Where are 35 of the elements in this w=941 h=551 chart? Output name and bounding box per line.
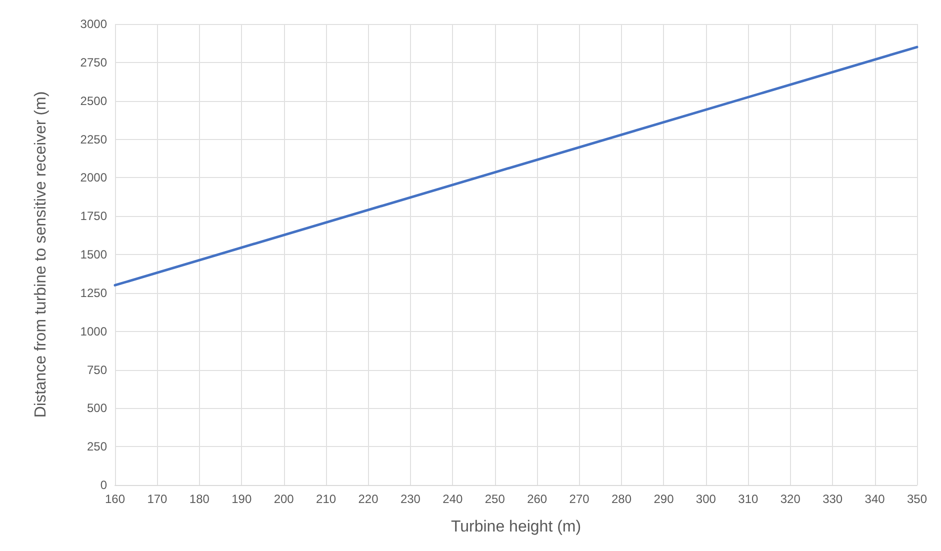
- x-tick-label: 250: [484, 492, 506, 506]
- y-tick-label: 2500: [80, 94, 108, 108]
- y-tick-label: 1250: [80, 286, 108, 300]
- y-tick-label: 2000: [80, 170, 108, 185]
- x-tick-label: 220: [358, 492, 379, 506]
- y-tick-label: 2750: [80, 55, 108, 70]
- x-axis-title: Turbine height (m): [450, 518, 582, 536]
- x-tick-label: 330: [822, 492, 843, 506]
- y-tick-label: 1000: [80, 324, 108, 338]
- y-axis-title: Distance from turbine to sensitive receiver (m): [32, 91, 50, 418]
- x-tick-label: 180: [189, 492, 210, 506]
- y-tick-label: 500: [86, 401, 108, 416]
- x-tick-label: 270: [569, 492, 590, 506]
- y-tick-label: 3000: [80, 17, 108, 31]
- y-tick-label: 0: [100, 478, 108, 492]
- x-tick-label: 350: [906, 492, 928, 506]
- x-tick-label: 310: [738, 492, 758, 506]
- x-tick-label: 260: [527, 492, 548, 506]
- x-tick-label: 240: [442, 492, 464, 506]
- x-tick-label: 230: [400, 492, 421, 506]
- x-tick-label: 210: [316, 492, 336, 506]
- y-tick-label: 250: [86, 440, 108, 454]
- x-tick-label: 280: [612, 492, 632, 506]
- x-tick-label: 170: [147, 492, 168, 506]
- x-tick-label: 200: [274, 492, 294, 506]
- x-tick-label: 300: [696, 492, 716, 506]
- y-tick-label: 1750: [80, 209, 108, 224]
- x-tick-label: 190: [232, 492, 252, 506]
- x-tick-label: 290: [654, 492, 674, 506]
- y-tick-label: 1500: [80, 248, 108, 262]
- x-tick-label: 160: [104, 492, 126, 506]
- y-tick-label: 2250: [80, 132, 108, 146]
- x-tick-label: 320: [780, 492, 801, 506]
- y-tick-label: 750: [86, 362, 108, 377]
- x-tick-label: 340: [864, 492, 886, 506]
